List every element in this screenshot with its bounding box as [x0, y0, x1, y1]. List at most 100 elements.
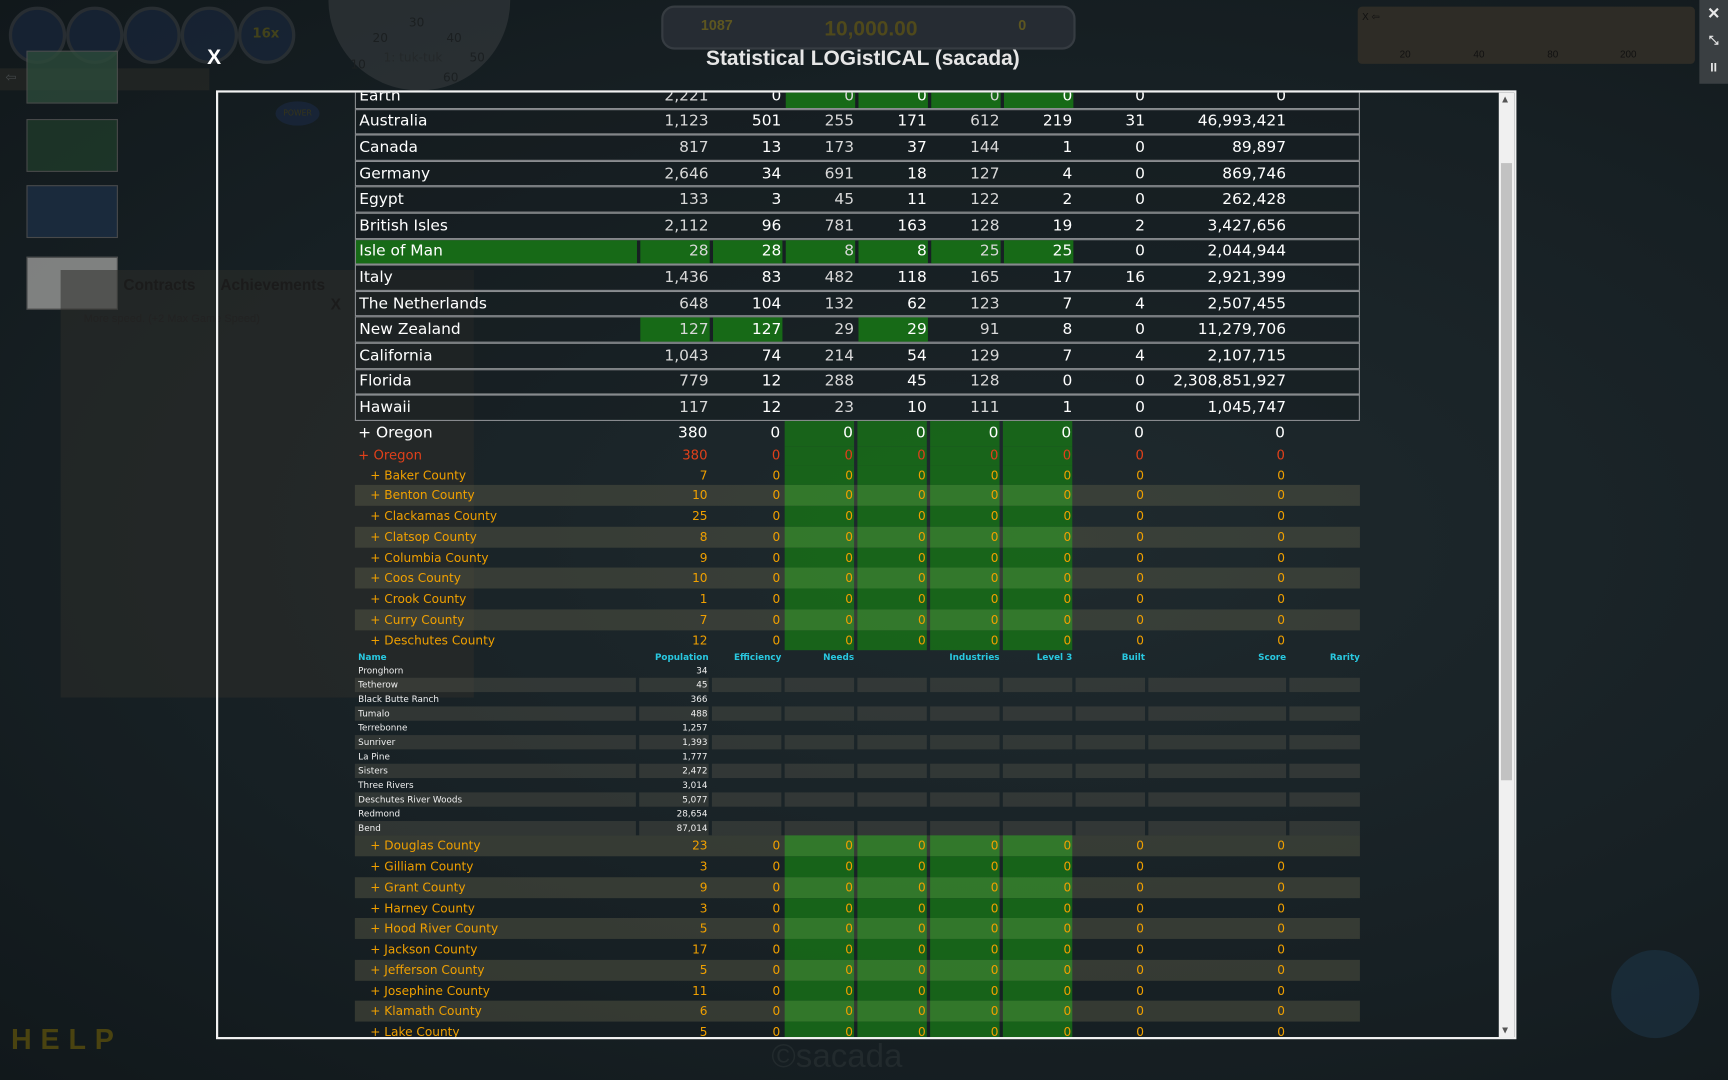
- table-row-country[interactable]: Earth 2,221 0 0 0 0 0 0 0: [354, 90, 1360, 109]
- county-name[interactable]: + Clatsop County: [370, 529, 477, 545]
- contract-scroll-button[interactable]: [180, 6, 239, 64]
- column-header[interactable]: Name: [358, 652, 387, 663]
- county-name[interactable]: + Coos County: [370, 571, 461, 586]
- country-name[interactable]: Italy: [359, 268, 393, 287]
- table-row-county[interactable]: + Jefferson County 5 0 0 0 0 0 0 0: [354, 959, 1360, 981]
- table-row-county[interactable]: + Benton County 10 0 0 0 0 0 0 0: [354, 485, 1360, 507]
- column-header[interactable]: Population: [654, 652, 709, 663]
- thumbnail-settings[interactable]: [26, 185, 118, 239]
- scrollbar[interactable]: ▲ ▼: [1498, 92, 1515, 1038]
- table-row-county[interactable]: + Grant County 9 0 0 0 0 0 0 0: [354, 877, 1360, 898]
- table-row-country[interactable]: Isle of Man 28 28 8 8 25 25 0 2,044,944: [354, 238, 1360, 265]
- country-name[interactable]: Egypt: [359, 190, 404, 209]
- country-name[interactable]: Germany: [359, 164, 431, 183]
- back-link[interactable]: X ⇦: [1362, 11, 1380, 23]
- column-header[interactable]: Level 3: [1036, 652, 1073, 663]
- table-row-county[interactable]: + Gilliam County 3 0 0 0 0 0 0 0: [355, 856, 1360, 878]
- county-name[interactable]: + Klamath County: [370, 1004, 482, 1019]
- scroll-down-icon[interactable]: ▼: [1502, 1025, 1509, 1035]
- town-name[interactable]: Sisters: [354, 764, 636, 779]
- table-row-town[interactable]: Sisters 2,472: [354, 764, 1360, 779]
- thumbnail-town-colours[interactable]: [26, 50, 118, 104]
- country-name[interactable]: Earth: [359, 90, 401, 105]
- table-row-county[interactable]: + Clatsop County 8 0 0 0 0 0 0 0: [354, 526, 1360, 548]
- column-header[interactable]: [857, 651, 926, 664]
- country-name[interactable]: The Netherlands: [359, 294, 487, 313]
- country-name[interactable]: Hawaii: [359, 398, 411, 417]
- speed-tick[interactable]: 20: [1399, 48, 1411, 60]
- town-name[interactable]: Redmond: [358, 809, 401, 820]
- table-row-country[interactable]: Italy 1,436 83 482 118 165 17 16 2,921,399: [354, 264, 1360, 291]
- table-row-county[interactable]: + Deschutes County 12 0 0 0 0 0 0 0: [355, 630, 1360, 651]
- town-name[interactable]: Bend: [354, 821, 636, 836]
- county-name[interactable]: + Crook County: [370, 591, 467, 607]
- county-name[interactable]: + Baker County: [370, 467, 467, 483]
- table-row-town[interactable]: Pronghorn 34: [355, 664, 1360, 678]
- table-row-country[interactable]: The Netherlands 648 104 132 62 123 7 4 2,507,455: [354, 290, 1360, 317]
- country-name[interactable]: Australia: [359, 112, 428, 131]
- table-row-town[interactable]: Terrebonne 1,257: [355, 721, 1360, 735]
- globe-icon[interactable]: [1611, 949, 1700, 1039]
- column-header[interactable]: Needs: [823, 652, 855, 663]
- table-row-county[interactable]: + Baker County 7 0 0 0 0 0 0 0: [355, 464, 1360, 486]
- back-arrow-icon[interactable]: ⇦: [5, 69, 17, 85]
- table-row-county[interactable]: + Curry County 7 0 0 0 0 0 0 0: [354, 609, 1360, 631]
- table-row-town[interactable]: Three Rivers 3,014: [355, 779, 1360, 793]
- county-name[interactable]: + Columbia County: [370, 550, 489, 565]
- scroll-up-icon[interactable]: ▲: [1502, 94, 1509, 104]
- table-row-state[interactable]: + Oregon 380 0 0 0 0 0 0 0: [355, 446, 1360, 465]
- table-row-county[interactable]: + Columbia County 9 0 0 0 0 0 0 0: [355, 547, 1360, 569]
- table-row-state[interactable]: + Oregon 380 0 0 0 0 0 0 0: [355, 420, 1360, 447]
- thumbnail-statistics[interactable]: [26, 119, 118, 172]
- column-header[interactable]: Efficiency: [734, 652, 782, 663]
- table-row-town[interactable]: Tetherow 45: [354, 678, 1360, 693]
- close-button[interactable]: X: [207, 46, 222, 70]
- county-name[interactable]: + Grant County: [370, 880, 466, 895]
- speed-tick[interactable]: 200: [1619, 48, 1637, 60]
- county-name[interactable]: + Douglas County: [370, 839, 481, 854]
- county-name[interactable]: + Clackamas County: [370, 509, 498, 524]
- table-row-country[interactable]: Germany 2,646 34 691 18 127 4 0 869,746: [354, 160, 1360, 187]
- column-header[interactable]: Score: [1258, 652, 1287, 663]
- town-name[interactable]: La Pine: [358, 752, 390, 763]
- table-row-town[interactable]: Black Butte Ranch 366: [355, 693, 1360, 707]
- state-name[interactable]: + Oregon: [358, 424, 433, 443]
- table-row-town[interactable]: Deschutes River Woods 5,077: [354, 792, 1360, 808]
- pause-icon[interactable]: II: [1710, 61, 1718, 75]
- table-row-town[interactable]: La Pine 1,777: [355, 750, 1360, 764]
- table-row-county[interactable]: + Douglas County 23 0 0 0 0 0 0 0: [354, 835, 1360, 857]
- county-name[interactable]: + Curry County: [370, 612, 465, 627]
- state-name[interactable]: + Oregon: [358, 447, 423, 464]
- county-name[interactable]: + Lake County: [370, 1025, 460, 1040]
- table-row-country[interactable]: California 1,043 74 214 54 129 7 4 2,107,715: [354, 342, 1360, 369]
- thumbs-up-button[interactable]: [123, 6, 181, 64]
- town-name[interactable]: Sunriver: [354, 735, 636, 750]
- table-row-town[interactable]: Tumalo 488: [354, 706, 1360, 722]
- table-row-country[interactable]: Canada 817 13 173 37 144 1 0 89,897: [354, 134, 1360, 161]
- town-name[interactable]: Tetherow: [354, 678, 636, 693]
- town-name[interactable]: Three Rivers: [358, 780, 414, 791]
- table-row-county[interactable]: + Josephine County 11 0 0 0 0 0 0 0: [355, 980, 1360, 1002]
- column-header[interactable]: Built: [1121, 652, 1146, 663]
- county-name[interactable]: + Benton County: [370, 488, 475, 503]
- town-name[interactable]: Terrebonne: [358, 723, 408, 734]
- table-row-county[interactable]: + Harney County 3 0 0 0 0 0 0 0: [355, 897, 1360, 919]
- country-name[interactable]: Florida: [359, 372, 412, 391]
- table-row-country[interactable]: Hawaii 117 12 23 10 111 1 0 1,045,747: [354, 394, 1360, 421]
- tab-contracts[interactable]: Contracts: [123, 275, 196, 294]
- table-row-county[interactable]: + Coos County 10 0 0 0 0 0 0 0: [354, 568, 1360, 589]
- table-row-town[interactable]: Bend 87,014: [354, 821, 1360, 836]
- speed-button[interactable]: 16x: [238, 6, 296, 64]
- table-row-country[interactable]: Egypt 133 3 45 11 122 2 0 262,428: [354, 186, 1360, 213]
- table-row-county[interactable]: + Lake County 5 0 0 0 0 0 0 0: [355, 1021, 1360, 1040]
- town-name[interactable]: Pronghorn: [358, 666, 404, 677]
- table-row-county[interactable]: + Crook County 1 0 0 0 0 0 0 0: [355, 588, 1360, 610]
- country-name[interactable]: British Isles: [359, 216, 448, 235]
- shrink-window-icon[interactable]: ⤡: [1708, 34, 1719, 48]
- county-name[interactable]: + Hood River County: [370, 921, 499, 937]
- close-window-icon[interactable]: ✕: [1707, 4, 1721, 23]
- contracts-close[interactable]: X: [330, 295, 341, 313]
- country-name[interactable]: Isle of Man: [355, 239, 637, 264]
- country-name[interactable]: Canada: [359, 138, 418, 157]
- table-row-county[interactable]: + Clackamas County 25 0 0 0 0 0 0 0: [355, 506, 1360, 527]
